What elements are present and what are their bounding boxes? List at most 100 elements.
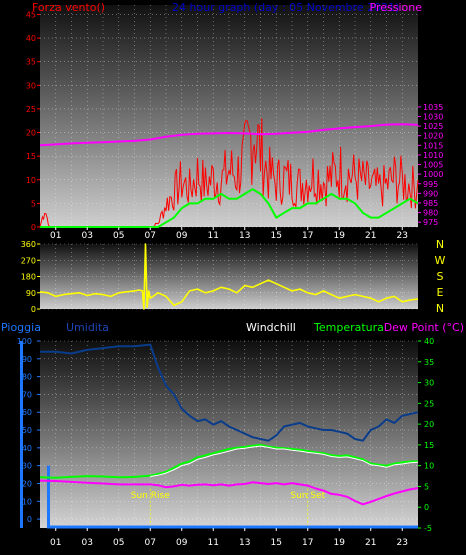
y-tick-label: 270	[21, 256, 36, 265]
y-tick-label: 30	[26, 81, 36, 90]
x-axis-temperature: 01 03 05 07 09 11 13 15 17 19 21 23	[50, 528, 408, 548]
x-axis-wind: 01 03 05 07 09 11 13 15 17 19 21 23	[50, 227, 408, 241]
y-tick-label: 10	[26, 176, 36, 185]
x-tick-label: 01	[50, 231, 61, 241]
compass-label: S	[437, 270, 444, 283]
x-tick-label: 05	[113, 538, 124, 548]
series-wind-min	[40, 188, 419, 228]
x-tick-label: 19	[334, 538, 346, 548]
y-tick-label-right: 1020	[423, 132, 443, 141]
y-tick-label: 40	[26, 34, 36, 43]
y-tick-label-right: 25	[424, 399, 434, 408]
y-tick-label: 0	[31, 305, 36, 314]
right-axis-pressure: 9759809859909951000100510101015102010251…	[418, 103, 443, 227]
x-tick-label: 15	[271, 538, 282, 548]
y-tick-label: 180	[21, 273, 36, 282]
x-tick-label: 15	[271, 231, 282, 241]
sun-annotations: Sun Rise Sun Set	[131, 488, 326, 528]
x-tick-label: 05	[113, 231, 124, 241]
y-tick-label-right: 10	[424, 462, 434, 471]
y-tick-label: 5	[31, 199, 36, 208]
y-tick-label: 20	[26, 129, 36, 138]
y-tick-label: 40	[22, 444, 32, 453]
rain-axis-bar	[20, 341, 23, 528]
left-axis-wind: 0 5 10 15 20 25 30 35 40 45	[26, 10, 40, 232]
right-axis-temperature: -5 0 5 10 15 20 25 30 35 40	[418, 337, 434, 533]
x-tick-label: 03	[82, 538, 93, 548]
windchill-label: Windchill	[246, 321, 296, 334]
y-tick-label: 60	[22, 408, 32, 417]
compass-label: E	[437, 286, 444, 299]
wind-axis-label: Forza vento()	[32, 1, 105, 14]
y-tick-label: 15	[26, 152, 36, 161]
y-tick-label-right: 0	[424, 503, 429, 512]
x-tick-label: 23	[397, 231, 408, 241]
y-tick-label-right: 995	[423, 180, 438, 189]
y-tick-label-right: 15	[424, 441, 434, 450]
y-tick-label: 30	[22, 462, 32, 471]
x-tick-label: 13	[239, 231, 250, 241]
y-tick-label-right: 1030	[423, 112, 443, 121]
y-tick-label: 90	[22, 355, 32, 364]
y-tick-label: 90	[26, 289, 36, 298]
series-humidity	[40, 343, 419, 442]
y-tick-label-right: 990	[423, 189, 438, 198]
series-windchill	[150, 445, 419, 477]
rain-label: Pioggia	[1, 321, 41, 334]
y-tick-label-right: 1010	[423, 151, 443, 160]
y-tick-label-right: 40	[424, 337, 434, 346]
y-tick-label: 25	[26, 105, 36, 114]
y-tick-label-right: 980	[423, 209, 438, 218]
pressure-axis-label: Pressione	[370, 1, 423, 14]
y-tick-label: 70	[22, 390, 32, 399]
y-tick-label: 100	[17, 337, 32, 346]
y-tick-label-right: 1000	[423, 170, 443, 179]
x-tick-label: 13	[239, 538, 250, 548]
y-tick-label: 0	[31, 223, 36, 232]
series-direction	[39, 243, 419, 310]
chart-title: 24 hour graph (day : 05 Novembre 2021)	[172, 1, 399, 14]
x-tick-label: 09	[176, 231, 188, 241]
sun-marker-label: Sun Rise	[131, 491, 170, 501]
x-tick-label: 19	[334, 231, 346, 241]
left-axis-direction: 0 90 180 270 360	[21, 240, 40, 314]
x-tick-label: 03	[82, 231, 93, 241]
x-tick-label: 07	[145, 231, 156, 241]
series-wind	[39, 118, 419, 228]
compass-label: W	[435, 254, 446, 267]
x-tick-label: 09	[176, 538, 188, 548]
y-tick-label: 0	[27, 515, 32, 524]
y-tick-label: 20	[22, 479, 32, 488]
y-tick-label-right: 30	[424, 379, 434, 388]
series-wind-direction	[39, 243, 419, 310]
y-tick-label-right: 975	[423, 218, 438, 227]
series-pressure	[39, 123, 419, 147]
x-tick-label: 17	[302, 538, 313, 548]
plot-area-temperature	[40, 341, 418, 528]
y-tick-label-right: 5	[424, 482, 429, 491]
sun-marker-label: Sun Set	[290, 491, 325, 501]
y-tick-label-right: 1015	[423, 141, 443, 150]
x-tick-label: 11	[208, 538, 219, 548]
y-tick-label: 50	[22, 426, 32, 435]
x-tick-label: 23	[397, 538, 408, 548]
x-tick-label: 21	[365, 538, 376, 548]
y-tick-label-right: 985	[423, 199, 438, 208]
y-tick-label-right: 1005	[423, 161, 443, 170]
y-tick-label-right: 1025	[423, 122, 443, 131]
y-tick-label: 80	[22, 373, 32, 382]
y-tick-label-right: 20	[424, 420, 434, 429]
left-axis-humidity: 0 10 20 30 40 50 60 70 80 90 100	[17, 337, 40, 528]
temperature-label: Temperatura	[313, 321, 384, 334]
x-tick-label: 07	[145, 538, 156, 548]
x-tick-label: 21	[365, 231, 376, 241]
y-tick-label-right: 35	[424, 358, 434, 367]
compass-label: N	[436, 238, 444, 251]
grid-direction	[40, 243, 418, 310]
y-tick-label-right: 1035	[423, 103, 443, 112]
dewpoint-label: Dew Point (°C)	[384, 321, 464, 334]
